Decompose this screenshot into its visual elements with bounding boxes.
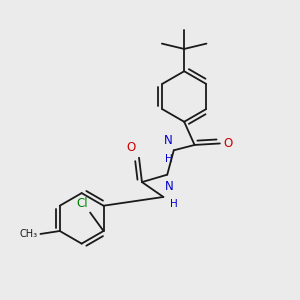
- Text: H: H: [170, 199, 178, 209]
- Text: Cl: Cl: [76, 197, 88, 210]
- Text: O: O: [224, 137, 233, 150]
- Text: H: H: [164, 154, 172, 164]
- Text: O: O: [126, 141, 135, 154]
- Text: N: N: [164, 134, 172, 147]
- Text: CH₃: CH₃: [20, 229, 38, 239]
- Text: N: N: [165, 180, 174, 194]
